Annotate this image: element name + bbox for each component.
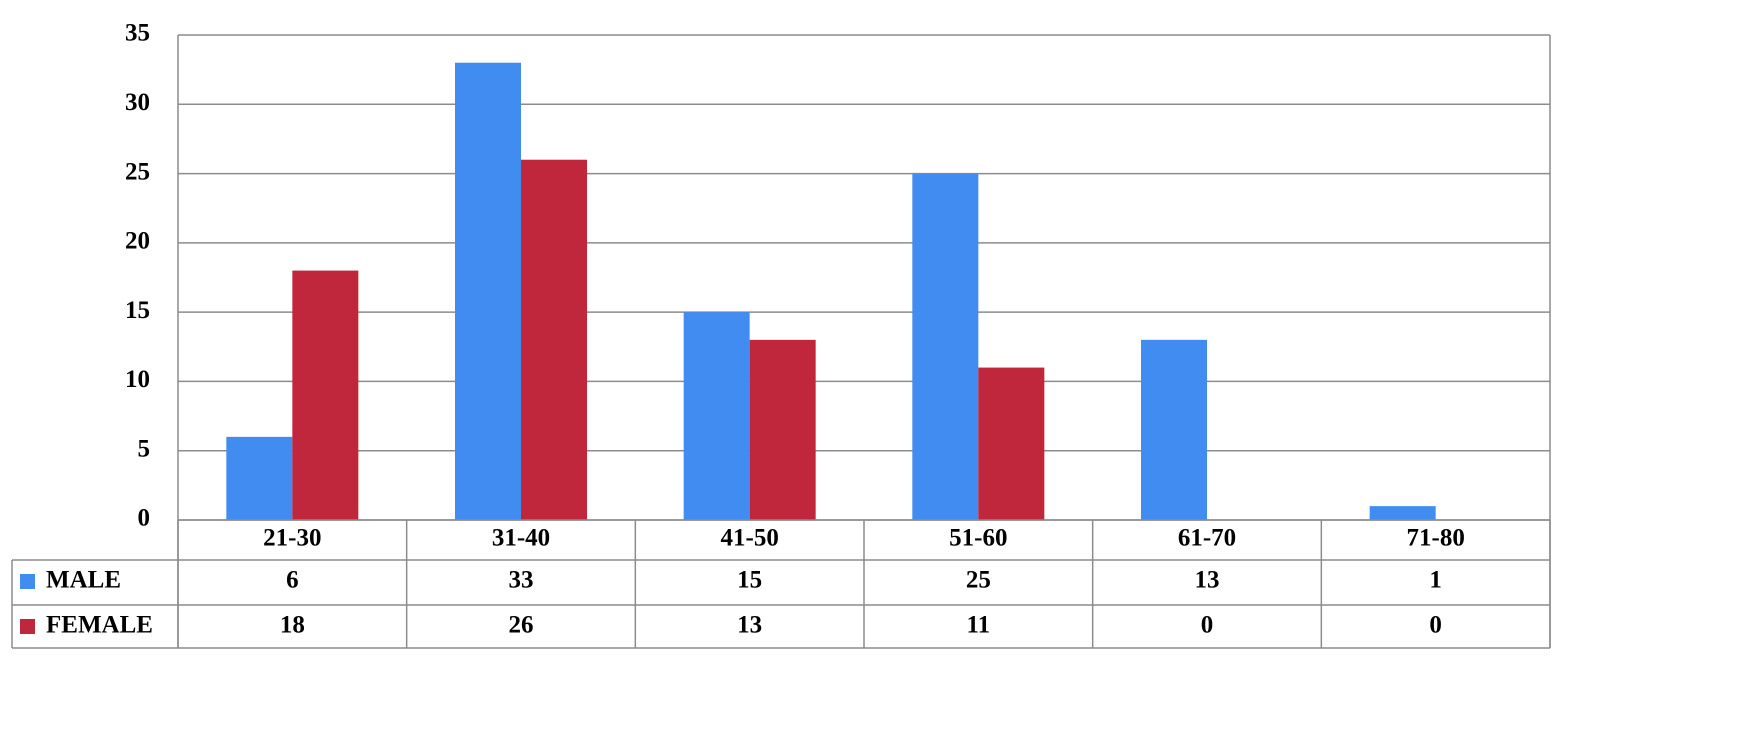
bar bbox=[1369, 506, 1436, 520]
x-tick-label: 31-40 bbox=[492, 525, 550, 552]
y-tick-label: 30 bbox=[125, 89, 150, 116]
x-tick-label: 61-70 bbox=[1178, 525, 1236, 552]
table-value: 6 bbox=[286, 567, 299, 594]
bar bbox=[683, 312, 750, 520]
y-tick-label: 15 bbox=[125, 297, 150, 324]
bar bbox=[226, 436, 293, 520]
legend-label: MALE bbox=[46, 567, 121, 594]
table-value: 13 bbox=[1195, 567, 1220, 594]
bar bbox=[912, 173, 979, 521]
y-tick-label: 25 bbox=[125, 158, 150, 185]
legend-swatch bbox=[20, 619, 35, 634]
bar bbox=[1141, 339, 1207, 520]
table-value: 1 bbox=[1429, 567, 1442, 594]
y-tick-label: 0 bbox=[138, 505, 151, 532]
x-tick-label: 21-30 bbox=[263, 525, 321, 552]
y-tick-label: 10 bbox=[125, 366, 150, 393]
y-tick-label: 5 bbox=[138, 435, 151, 462]
y-tick-label: 35 bbox=[125, 20, 150, 47]
bar bbox=[978, 367, 1045, 520]
bar bbox=[292, 270, 359, 520]
x-tick-label: 41-50 bbox=[721, 525, 779, 552]
table-value: 0 bbox=[1201, 612, 1214, 639]
table-value: 11 bbox=[967, 612, 991, 639]
bar bbox=[455, 62, 521, 520]
legend-swatch bbox=[20, 574, 35, 589]
x-tick-label: 71-80 bbox=[1407, 525, 1465, 552]
bar bbox=[749, 339, 816, 520]
table-value: 0 bbox=[1429, 612, 1442, 639]
y-tick-label: 20 bbox=[125, 228, 150, 255]
table-value: 25 bbox=[966, 567, 991, 594]
table-value: 13 bbox=[737, 612, 762, 639]
x-tick-label: 51-60 bbox=[949, 525, 1007, 552]
bar bbox=[521, 159, 587, 520]
table-value: 33 bbox=[509, 567, 534, 594]
table-value: 15 bbox=[737, 567, 762, 594]
legend-label: FEMALE bbox=[46, 612, 153, 639]
table-value: 26 bbox=[509, 612, 534, 639]
table-value: 18 bbox=[280, 612, 305, 639]
